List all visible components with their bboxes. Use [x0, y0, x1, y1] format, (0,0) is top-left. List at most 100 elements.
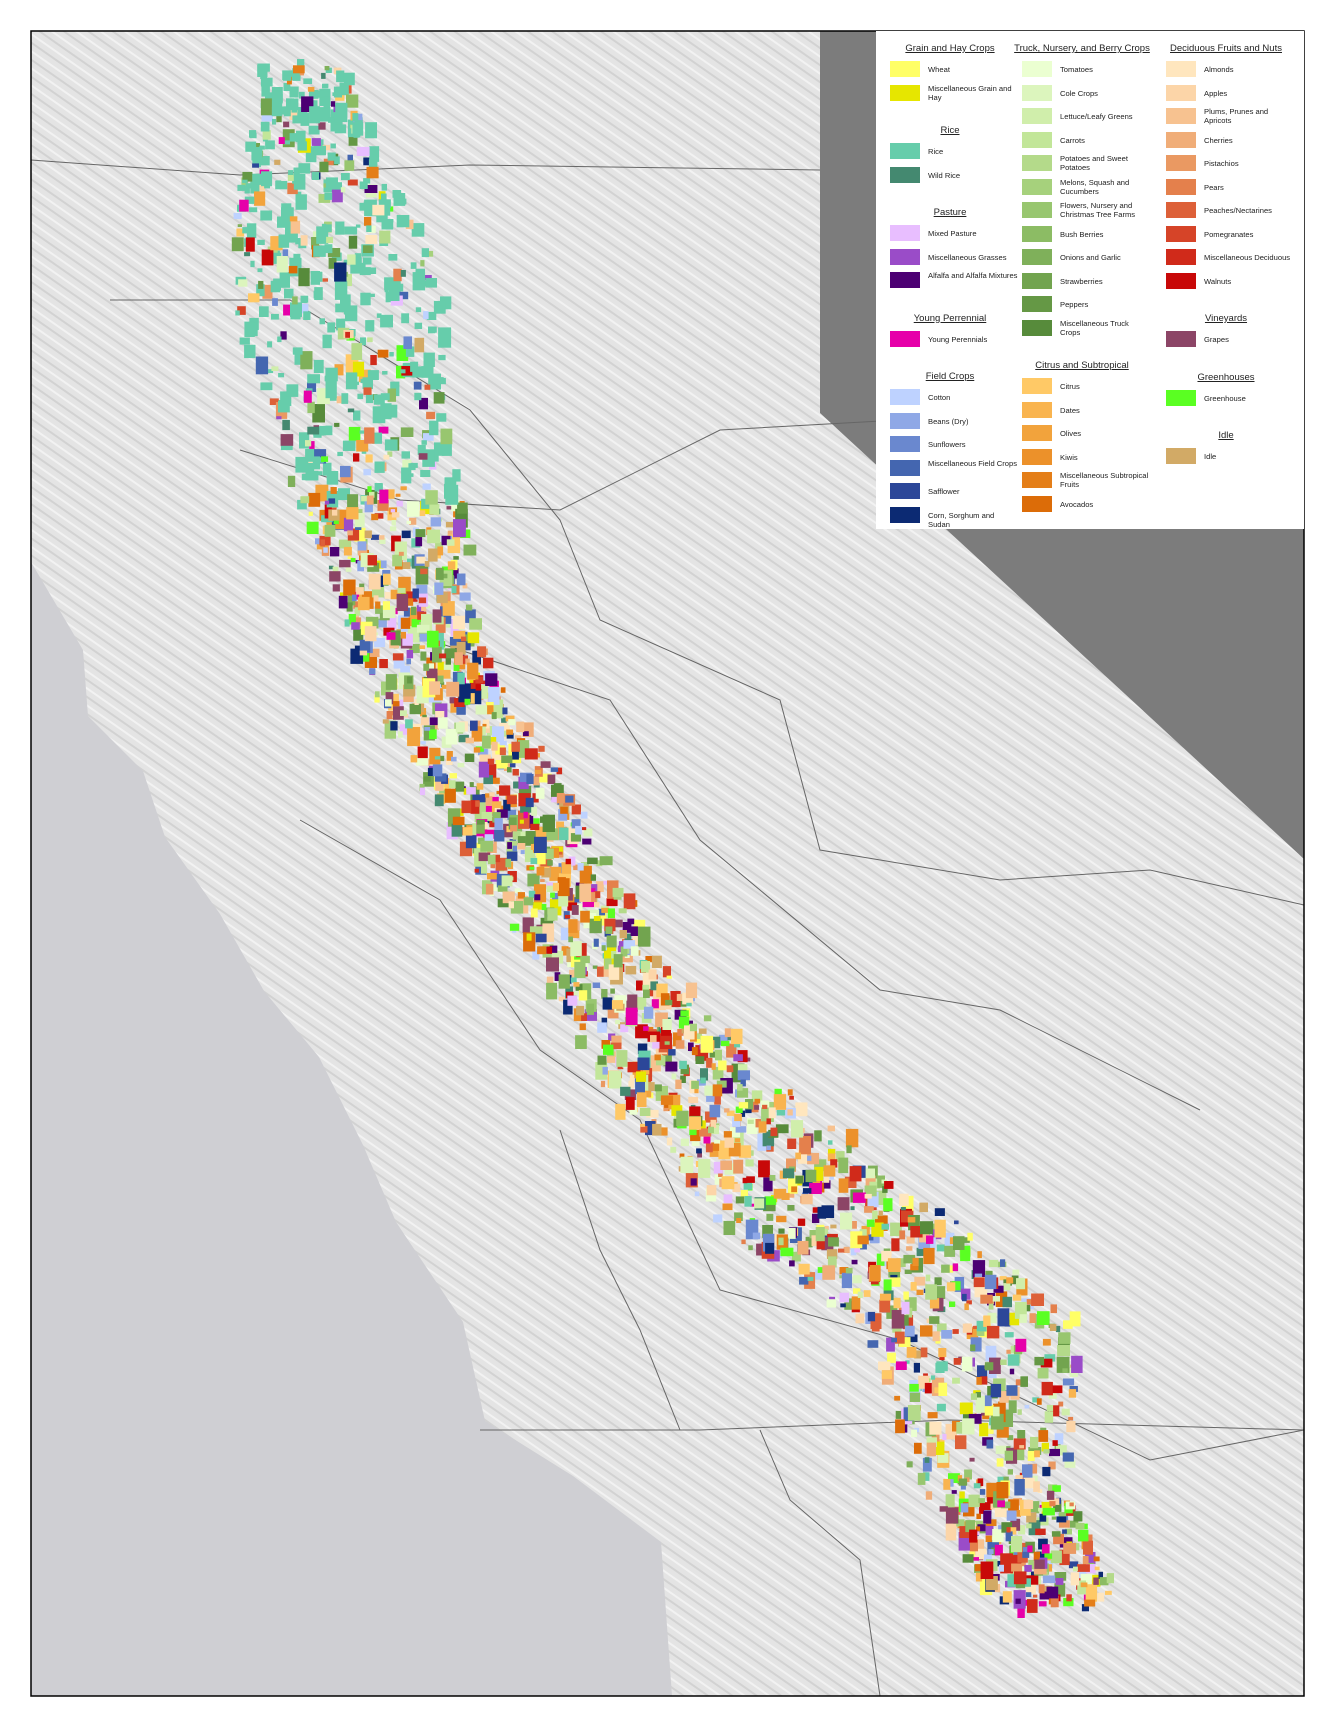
crop-patch — [980, 1561, 994, 1579]
crop-patch — [664, 1104, 670, 1111]
crop-patch — [871, 1321, 880, 1332]
crop-patch — [276, 256, 288, 273]
crop-patch — [508, 719, 516, 726]
crop-patch — [628, 1080, 634, 1089]
crop-patch — [1082, 1556, 1089, 1565]
crop-patch — [527, 873, 540, 887]
legend-swatch — [890, 412, 920, 429]
crop-patch — [723, 1220, 736, 1235]
crop-patch — [1037, 1489, 1043, 1493]
crop-patch — [463, 788, 469, 795]
crop-patch — [917, 1472, 926, 1485]
crop-patch — [1069, 1311, 1081, 1327]
crop-patch — [461, 636, 467, 644]
crop-patch — [400, 631, 406, 639]
crop-patch — [407, 676, 413, 684]
crop-patch — [278, 373, 285, 378]
crop-patch — [279, 272, 290, 288]
crop-patch — [396, 500, 403, 507]
legend-label: Strawberries — [1060, 276, 1103, 286]
crop-patch — [1024, 1404, 1030, 1409]
crop-patch — [537, 946, 546, 955]
crop-patch — [346, 602, 353, 612]
crop-patch — [907, 1334, 918, 1343]
crop-patch — [1026, 1512, 1037, 1523]
crop-patch — [499, 785, 511, 796]
crop-patch — [960, 1503, 969, 1513]
crop-patch — [972, 1260, 986, 1278]
crop-patch — [432, 609, 442, 623]
crop-patch — [384, 277, 394, 291]
crop-patch — [483, 657, 494, 669]
crop-patch — [340, 465, 351, 478]
crop-patch — [283, 106, 291, 117]
crop-patch — [307, 382, 317, 392]
crop-patch — [387, 388, 396, 402]
crop-patch — [421, 248, 429, 258]
legend-label: Safflower — [928, 487, 960, 496]
crop-patch — [975, 1548, 987, 1560]
crop-patch — [353, 134, 359, 138]
legend-label: Avocados — [1060, 499, 1094, 509]
crop-patch — [984, 1554, 992, 1562]
crop-patch — [492, 854, 501, 863]
crop-patch — [374, 461, 385, 473]
crop-patch — [260, 382, 273, 391]
crop-patch — [327, 322, 336, 333]
crop-patch — [492, 812, 501, 823]
crop-patch — [357, 541, 367, 551]
crop-patch — [418, 453, 428, 460]
crop-patch — [257, 239, 265, 245]
crop-patch — [374, 483, 382, 492]
crop-patch — [359, 202, 365, 211]
crop-patch — [694, 1088, 699, 1094]
crop-patch — [654, 1054, 661, 1061]
crop-patch — [295, 238, 306, 245]
crop-patch — [724, 1028, 731, 1038]
crop-patch — [439, 653, 447, 659]
crop-patch — [979, 1422, 989, 1437]
crop-patch — [704, 1085, 714, 1096]
crop-patch — [335, 221, 345, 235]
crop-patch — [474, 868, 479, 873]
crop-patch — [924, 1382, 932, 1394]
crop-patch — [726, 1065, 734, 1073]
crop-patch — [321, 515, 333, 523]
crop-patch — [560, 806, 568, 814]
crop-patch — [968, 1413, 982, 1424]
crop-patch — [1054, 1572, 1067, 1581]
crop-patch — [519, 819, 524, 824]
crop-patch — [416, 624, 430, 633]
legend-swatch — [1166, 131, 1196, 148]
crop-patch — [776, 1109, 786, 1116]
crop-patch — [1042, 1466, 1051, 1477]
crop-patch — [274, 159, 281, 165]
crop-patch — [601, 907, 609, 913]
crop-patch — [1034, 1356, 1045, 1366]
crop-patch — [740, 1190, 748, 1199]
crop-patch — [374, 694, 380, 703]
crop-patch — [550, 767, 559, 772]
crop-patch — [671, 1073, 677, 1080]
crop-patch — [642, 1068, 653, 1082]
crop-patch — [1050, 1550, 1062, 1564]
crop-patch — [244, 196, 255, 204]
crop-patch — [357, 113, 363, 121]
crop-patch — [297, 59, 305, 70]
crop-patch — [422, 433, 434, 441]
crop-patch — [869, 1234, 880, 1244]
crop-patch — [434, 794, 444, 807]
crop-patch — [936, 1361, 948, 1372]
crop-patch — [697, 1151, 702, 1158]
crop-patch — [733, 1159, 744, 1174]
crop-patch — [397, 283, 404, 292]
legend-swatch — [890, 506, 920, 523]
crop-patch — [256, 284, 265, 297]
crop-patch — [624, 933, 632, 941]
crop-patch — [914, 1442, 922, 1454]
crop-patch — [524, 846, 536, 863]
crop-patch — [324, 244, 333, 254]
crop-patch — [643, 1026, 649, 1031]
crop-patch — [415, 755, 429, 766]
crop-patch — [700, 1068, 708, 1081]
